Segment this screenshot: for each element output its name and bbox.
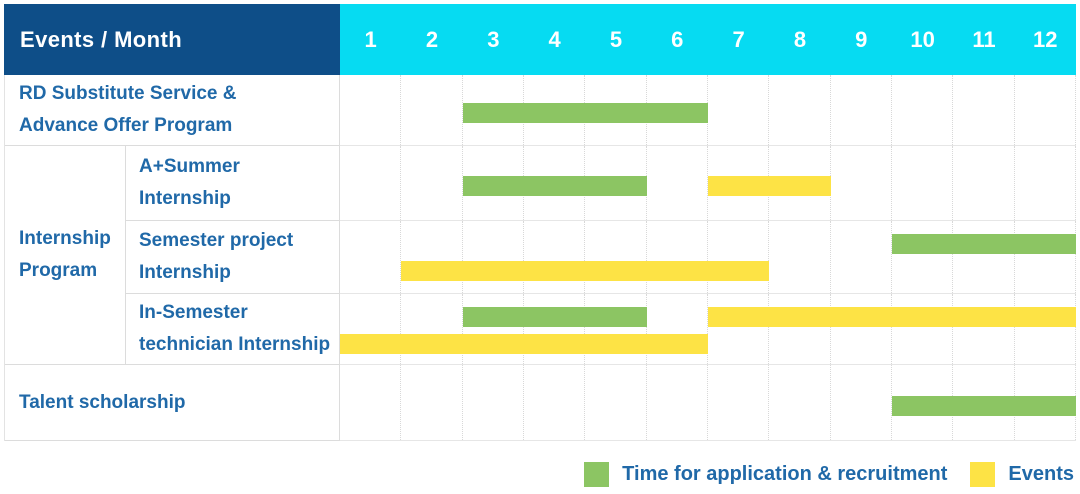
grid-cell <box>1015 75 1076 145</box>
gantt-row <box>340 75 1076 146</box>
application-recruitment-bar <box>462 103 708 123</box>
gantt-bars-area <box>340 75 1076 441</box>
grid-cell <box>1015 221 1076 293</box>
grid-cell <box>708 221 770 293</box>
grid-cell <box>401 294 463 364</box>
month-header-cell: 4 <box>548 26 561 52</box>
grid-cell <box>1015 146 1076 220</box>
grid-cell <box>585 365 647 440</box>
events-bar <box>401 261 770 281</box>
grid-cell <box>463 221 524 293</box>
application-recruitment-bar <box>892 234 1076 254</box>
grid-cell <box>953 294 1015 364</box>
grid-cell <box>524 294 586 364</box>
grid-cell <box>340 146 402 220</box>
row-label: RD Substitute Service & Advance Offer Pr… <box>5 75 340 146</box>
grid-cell <box>340 221 402 293</box>
events-bar <box>708 176 831 196</box>
gantt-row <box>340 146 1076 221</box>
grid-cell <box>892 221 954 293</box>
events-month-corner-header: Events / Month <box>4 4 340 75</box>
grid-cell <box>953 146 1015 220</box>
month-header-cell: 12 <box>1033 26 1058 52</box>
sub-row-label: A+Summer Internship <box>126 146 340 221</box>
grid-cell <box>340 294 402 364</box>
grid-cell <box>401 221 463 293</box>
gantt-row <box>340 221 1076 294</box>
events-bar <box>708 307 1076 327</box>
grid-cell <box>892 294 954 364</box>
grid-cell <box>1015 294 1076 364</box>
grid-cell <box>953 75 1015 145</box>
grid-cell <box>892 75 954 145</box>
month-header-cell: 6 <box>671 26 684 52</box>
legend-label: Events <box>1008 463 1074 485</box>
grid-cell <box>831 294 892 364</box>
month-header-cell: 11 <box>972 26 996 52</box>
application-recruitment-bar <box>892 395 1076 416</box>
month-header-cell: 3 <box>487 26 500 52</box>
month-header-cell: 1 <box>364 26 377 52</box>
grid-cell <box>647 294 708 364</box>
grid-cell <box>524 365 586 440</box>
month-header-row: 1 2 3 4 5 6 7 8 9 10 11 12 <box>340 4 1076 75</box>
grid-cell <box>463 365 524 440</box>
grid-cell <box>769 221 831 293</box>
grid-cell <box>585 221 647 293</box>
grid-cell <box>892 146 954 220</box>
legend-item: Events <box>970 462 1074 487</box>
grid-cell <box>769 365 831 440</box>
grid-cell <box>463 294 524 364</box>
month-header-cell: 7 <box>732 26 745 52</box>
group-label: Internship Program <box>5 146 126 365</box>
grid-cell <box>708 294 770 364</box>
grid-cell <box>769 294 831 364</box>
grid-cell <box>708 75 770 145</box>
month-header-cell: 10 <box>910 26 935 52</box>
grid-cell <box>831 221 892 293</box>
grid-cell <box>647 146 708 220</box>
legend-item: Time for application & recruitment <box>584 462 947 487</box>
grid-cell <box>401 365 463 440</box>
grid-cell <box>708 365 770 440</box>
grid-cell <box>340 75 402 145</box>
row-label: Talent scholarship <box>5 365 340 441</box>
legend-label: Time for application & recruitment <box>622 463 948 485</box>
grid-cell <box>340 365 402 440</box>
month-header-cell: 8 <box>793 26 807 52</box>
grid-cell <box>524 221 586 293</box>
grid-cell <box>831 146 892 220</box>
table-header-row: Events / Month 1 2 3 4 5 6 7 8 9 10 11 12 <box>4 4 1076 75</box>
application-recruitment-bar <box>462 307 647 327</box>
month-header-cell: 9 <box>855 26 868 52</box>
grid-cell <box>401 75 463 145</box>
grid-cell <box>769 75 831 145</box>
application-recruitment-bar <box>462 176 647 196</box>
month-header-cell: 5 <box>609 26 623 52</box>
events-bar <box>340 334 708 354</box>
grid-cell <box>953 221 1015 293</box>
row-label-column: RD Substitute Service & Advance Offer Pr… <box>4 75 340 441</box>
table-body: RD Substitute Service & Advance Offer Pr… <box>4 75 1076 441</box>
grid-cell <box>585 294 647 364</box>
grid-cell <box>647 365 708 440</box>
yellow-legend-swatch-icon <box>970 462 996 487</box>
gantt-row <box>340 365 1076 441</box>
grid-cell <box>831 75 892 145</box>
sub-row-label: In-Semester technician Internship <box>126 294 340 365</box>
grid-cell <box>647 221 708 293</box>
legend: Time for application & recruitment Events <box>4 462 1076 487</box>
green-legend-swatch-icon <box>584 462 610 487</box>
grid-cell <box>831 365 892 440</box>
sub-row-label: Semester project Internship <box>126 221 340 294</box>
month-header-cell: 2 <box>425 26 439 52</box>
gantt-row <box>340 294 1076 365</box>
grid-cell <box>401 146 463 220</box>
